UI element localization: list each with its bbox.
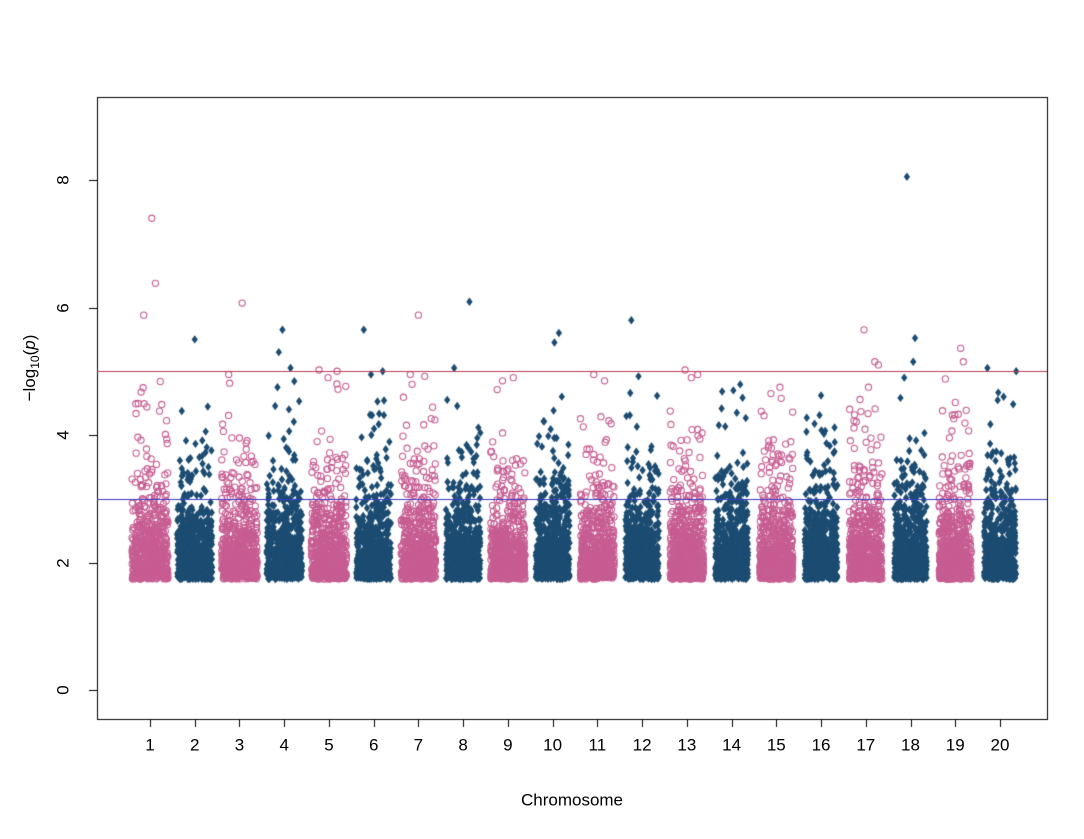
y-axis-title-variable: p [19, 340, 39, 350]
y-axis-title-paren-close: ) [19, 334, 39, 341]
x-tick-label: 6 [368, 735, 379, 755]
y-axis-title-main: −log [19, 368, 39, 402]
x-tick-label: 17 [856, 735, 876, 755]
x-tick-label: 15 [766, 735, 786, 755]
y-axis-title-paren-open: ( [19, 349, 39, 356]
y-tick-label: 4 [53, 430, 73, 440]
x-tick-label: 11 [588, 735, 607, 755]
x-tick-label: 12 [632, 735, 652, 755]
x-tick-label: 20 [990, 735, 1010, 755]
x-tick-label: 19 [945, 735, 965, 755]
x-tick-label: 14 [722, 735, 742, 755]
x-axis-title: Chromosome [520, 790, 624, 810]
x-tick-label: 18 [901, 735, 920, 755]
x-tick-label: 5 [324, 735, 334, 755]
x-tick-label: 4 [279, 735, 289, 755]
y-tick-label: 8 [53, 175, 73, 185]
x-tick-label: 3 [234, 735, 245, 755]
x-tick-label: 9 [503, 735, 513, 755]
x-tick-label: 16 [811, 735, 831, 755]
y-tick-label: 2 [53, 557, 73, 568]
x-tick-label: 7 [413, 735, 424, 755]
y-tick-label: 0 [53, 685, 73, 695]
y-tick-label: 6 [53, 302, 73, 313]
x-tick-label: 8 [458, 735, 468, 755]
x-tick-label: 1 [145, 735, 155, 755]
x-tick-label: 10 [543, 735, 563, 755]
y-axis-title-subscript: 10 [28, 355, 43, 369]
x-tick-label: 13 [677, 735, 697, 755]
x-tick-label: 2 [190, 735, 200, 755]
y-axis-title: −log10(p) [19, 334, 43, 402]
